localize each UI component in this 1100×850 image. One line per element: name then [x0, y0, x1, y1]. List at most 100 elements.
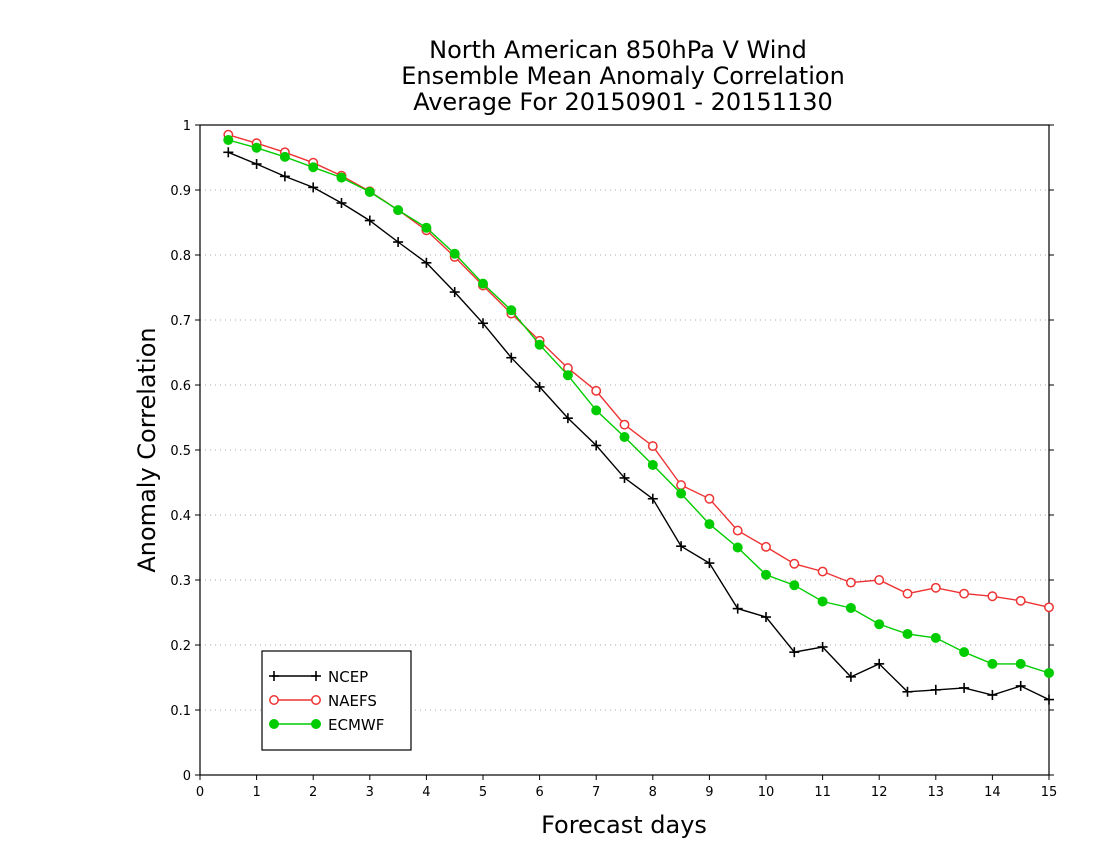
legend-marker-ecmwf [269, 719, 279, 729]
data-point-ecmwf [676, 488, 687, 499]
series-ecmwf [223, 134, 1054, 678]
x-tick-label: 13 [928, 785, 945, 800]
data-point-ecmwf [845, 602, 856, 613]
data-point-naefs [789, 558, 800, 569]
chart-title: North American 850hPa V Wind Ensemble Me… [401, 36, 845, 116]
data-point-ncep [478, 318, 488, 329]
data-point-naefs [619, 419, 630, 430]
x-tick-label: 15 [1041, 785, 1058, 800]
data-point-ncep [251, 159, 262, 169]
data-point-ecmwf [223, 134, 234, 145]
x-tick-label: 10 [758, 785, 775, 800]
data-point-ncep [534, 381, 545, 392]
y-tick-label: 0.9 [170, 184, 191, 199]
data-point-ecmwf [647, 459, 658, 470]
data-point-ecmwf [1015, 658, 1026, 669]
chart-title-line-2: Ensemble Mean Anomaly Correlation [401, 62, 845, 90]
x-tick-label: 12 [871, 785, 888, 800]
data-point-ncep [421, 257, 432, 268]
legend: NCEP NAEFS ECMWF [261, 650, 412, 751]
y-tick-label: 0 [183, 769, 191, 784]
legend-item-naefs: NAEFS [269, 692, 377, 710]
legend-label-ncep: NCEP [328, 668, 368, 686]
data-point-ecmwf [1044, 667, 1054, 678]
y-tick-label: 0.4 [170, 509, 191, 524]
data-point-ncep [789, 647, 800, 658]
series-naefs [223, 129, 1054, 613]
y-tick-label: 0.1 [170, 704, 191, 719]
data-point-naefs [930, 582, 941, 593]
data-point-naefs [676, 480, 687, 491]
data-point-ecmwf [336, 172, 347, 183]
data-point-ecmwf [534, 339, 545, 350]
data-point-ncep [393, 237, 404, 247]
data-point-ecmwf [506, 305, 517, 316]
data-point-ecmwf [591, 405, 602, 416]
x-tick-label: 6 [535, 785, 543, 800]
data-point-ncep [336, 198, 347, 208]
data-point-ecmwf [562, 370, 573, 381]
x-tick-label: 5 [479, 785, 487, 800]
legend-marker-ecmwf [311, 719, 321, 729]
data-point-ecmwf [761, 569, 771, 580]
data-point-ncep [562, 413, 573, 424]
y-tick-label: 0.8 [170, 249, 191, 264]
legend-marker-naefs [269, 695, 279, 705]
data-point-naefs [845, 577, 856, 588]
y-tick-label: 0.5 [170, 444, 191, 459]
data-point-ecmwf [789, 580, 800, 591]
data-point-naefs [902, 588, 913, 599]
data-point-naefs [817, 566, 828, 577]
data-point-ncep [279, 171, 290, 182]
data-point-ecmwf [619, 432, 630, 442]
data-point-ncep [761, 612, 771, 623]
y-tick-label: 0.7 [170, 314, 191, 329]
x-tick-label: 11 [814, 785, 831, 800]
x-tick-label: 4 [422, 785, 430, 800]
x-axis-label: Forecast days [541, 811, 707, 839]
data-point-ecmwf [279, 151, 290, 162]
data-point-ncep [506, 352, 517, 363]
data-point-ecmwf [251, 142, 262, 153]
data-point-ncep [449, 287, 460, 298]
x-tick-label: 14 [984, 785, 1001, 800]
data-point-ncep [732, 603, 743, 614]
data-point-ncep [647, 493, 658, 504]
legend-item-ecmwf: ECMWF [269, 716, 384, 734]
data-point-naefs [987, 591, 998, 602]
data-point-naefs [959, 588, 970, 599]
legend-item-ncep: NCEP [269, 668, 368, 686]
data-point-ecmwf [817, 596, 828, 607]
y-axis-label: Anomaly Correlation [133, 327, 161, 572]
chart-title-line-1: North American 850hPa V Wind [429, 36, 807, 64]
data-series [223, 129, 1054, 705]
legend-marker-naefs [311, 695, 321, 705]
data-point-ncep [619, 472, 630, 483]
legend-marker-ncep [269, 671, 279, 681]
data-point-ncep [364, 215, 375, 226]
data-point-naefs [704, 493, 715, 504]
x-tick-label: 2 [309, 785, 317, 800]
data-point-ecmwf [902, 628, 913, 639]
data-point-ncep [845, 671, 856, 682]
y-tick-label: 0.3 [170, 574, 191, 589]
data-point-ncep [308, 182, 319, 193]
chart-title-line-3: Average For 20150901 - 20151130 [413, 88, 833, 116]
data-point-ecmwf [421, 222, 432, 233]
tick-labels: 00.10.20.30.40.50.60.70.80.910 1 2 3 4 5 6 7 8 9 1… [170, 119, 1057, 800]
data-point-ecmwf [478, 278, 488, 289]
data-point-ncep [223, 147, 234, 158]
data-point-ecmwf [930, 632, 941, 643]
data-point-ncep [591, 440, 602, 451]
data-point-ncep [930, 684, 941, 695]
x-tick-label: 3 [366, 785, 374, 800]
data-point-naefs [1044, 602, 1054, 613]
data-point-ecmwf [704, 519, 715, 530]
data-point-naefs [647, 441, 658, 452]
x-tick-label: 9 [705, 785, 713, 800]
x-tick-label: 8 [649, 785, 657, 800]
data-point-ecmwf [959, 647, 970, 658]
data-point-ncep [676, 541, 687, 552]
series-ncep [223, 147, 1054, 705]
